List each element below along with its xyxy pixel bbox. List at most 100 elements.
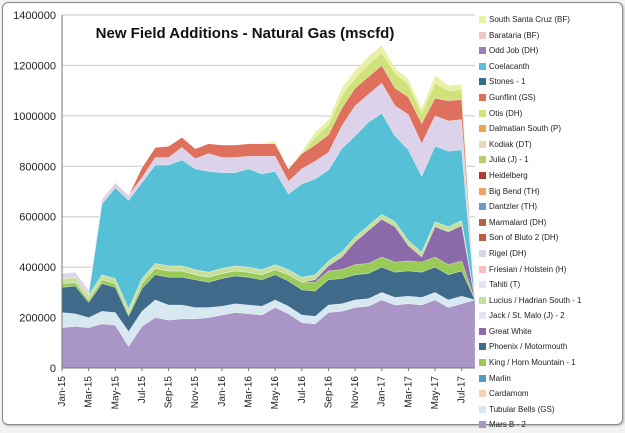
x-tick-label: Mar-15	[84, 376, 95, 408]
legend-label: Marmalard (DH)	[489, 217, 547, 227]
legend-entry: King / Horn Mountain - 1	[479, 355, 624, 371]
legend-swatch	[479, 125, 486, 133]
legend-entry: Marmalard (DH)	[479, 215, 624, 231]
legend: South Santa Cruz (BF) Barataria (BF) Odd J…	[479, 12, 624, 433]
legend-swatch	[479, 327, 486, 335]
legend-label: Dalmatian South (P)	[489, 124, 562, 134]
legend-entry: Odd Job (DH)	[479, 43, 624, 59]
legend-swatch	[479, 78, 486, 86]
x-tick-label: Mar-17	[403, 376, 414, 408]
y-tick-label: 200000	[19, 313, 56, 325]
legend-swatch	[479, 374, 486, 382]
legend-label: Great White	[489, 326, 532, 336]
legend-label: Jack / St. Malo (J) - 2	[489, 311, 565, 321]
legend-label: Rigel (DH)	[489, 248, 527, 258]
legend-swatch	[479, 234, 486, 242]
y-tick-label: 1400000	[13, 10, 56, 22]
legend-entry: Son of Bluto 2 (DH)	[479, 230, 624, 246]
legend-entry: Great White	[479, 324, 624, 340]
legend-entry: Otis (DH)	[479, 106, 624, 122]
legend-label: Otis (DH)	[489, 108, 523, 118]
legend-label: Lucius / Hadrian South - 1	[489, 295, 582, 305]
legend-swatch	[479, 109, 486, 117]
legend-entry: Mars B - 2	[479, 417, 624, 433]
legend-entry: Gunflint (GS)	[479, 90, 624, 106]
x-tick-label: Sep-15	[164, 376, 175, 409]
x-tick-label: May-16	[270, 376, 281, 410]
legend-entry: Tahiti (T)	[479, 277, 624, 293]
chart-title: New Field Additions - Natural Gas (mscfd…	[95, 25, 395, 42]
legend-entry: Tubular Bells (GS)	[479, 402, 624, 418]
legend-label: Tubular Bells (GS)	[489, 404, 555, 414]
x-tick-label: Jan-16	[217, 376, 228, 407]
legend-entry: Barataria (BF)	[479, 28, 624, 44]
legend-swatch	[479, 203, 486, 211]
x-tick-label: Jul-15	[137, 376, 148, 404]
legend-label: Gunflint (GS)	[489, 92, 536, 102]
x-tick-labels: Jan-15 Mar-15 May-15 Jul-15 Sep-15 Nov-15 Jan-…	[57, 368, 468, 409]
legend-label: Son of Bluto 2 (DH)	[489, 233, 559, 243]
legend-swatch	[479, 31, 486, 39]
legend-swatch	[479, 249, 486, 257]
x-tick-label: Jan-15	[57, 376, 68, 407]
legend-entry: Phoenix / Motormouth	[479, 339, 624, 355]
x-tick-label: Sep-16	[323, 376, 334, 409]
x-tick-label: Jul-17	[457, 376, 468, 404]
y-tick-label: 0	[50, 363, 56, 375]
x-tick-label: May-15	[110, 376, 121, 410]
legend-label: Kodiak (DT)	[489, 139, 532, 149]
legend-label: Coelacanth	[489, 61, 530, 71]
legend-swatch	[479, 281, 486, 289]
axes	[61, 15, 475, 369]
y-tick-label: 600000	[19, 212, 56, 224]
legend-swatch	[479, 156, 486, 164]
legend-label: Phoenix / Motormouth	[489, 342, 568, 352]
legend-label: King / Horn Mountain - 1	[489, 358, 576, 368]
legend-swatch	[479, 390, 486, 398]
legend-entry: Julia (J) - 1	[479, 152, 624, 168]
legend-label: Odd Job (DH)	[489, 46, 539, 56]
legend-label: Big Bend (TH)	[489, 186, 540, 196]
legend-label: Marlin	[489, 373, 511, 383]
legend-entry: Coelacanth	[479, 59, 624, 75]
legend-swatch	[479, 187, 486, 195]
legend-entry: Jack / St. Malo (J) - 2	[479, 308, 624, 324]
legend-label: Mars B - 2	[489, 420, 526, 430]
legend-swatch	[479, 218, 486, 226]
stacked-areas	[61, 44, 476, 369]
x-tick-label: Nov-16	[350, 376, 361, 409]
legend-entry: Stones - 1	[479, 74, 624, 90]
legend-swatch	[479, 16, 486, 23]
legend-label: Cardamom	[489, 389, 529, 399]
y-tick-label: 400000	[19, 262, 56, 274]
x-tick-label: Nov-15	[190, 376, 201, 409]
legend-entry: Cardamom	[479, 386, 624, 402]
x-tick-label: Mar-16	[244, 376, 255, 408]
legend-entry: Heidelberg	[479, 168, 624, 184]
y-tick-label: 1200000	[13, 60, 56, 72]
legend-swatch	[479, 405, 486, 413]
x-tick-label: Jul-16	[297, 376, 308, 404]
x-tick-label: Jan-17	[377, 376, 388, 407]
y-tick-label: 1000000	[13, 111, 56, 123]
legend-entry: Rigel (DH)	[479, 246, 624, 262]
y-tick-label: 800000	[19, 161, 56, 173]
legend-entry: Lucius / Hadrian South - 1	[479, 293, 624, 309]
y-tick-labels: 0 200000 400000 600000 800000 1000000 1200000 1…	[13, 10, 56, 375]
legend-entry: South Santa Cruz (BF)	[479, 12, 624, 28]
legend-label: Julia (J) - 1	[489, 155, 529, 165]
legend-label: South Santa Cruz (BF)	[489, 15, 570, 24]
legend-entry: Dalmatian South (P)	[479, 121, 624, 137]
legend-swatch	[479, 171, 486, 179]
area-south-santa-cruz-bf	[61, 44, 476, 300]
x-tick-label: May-17	[430, 376, 441, 410]
legend-entry: Kodiak (DT)	[479, 137, 624, 153]
legend-entry: Dantzler (TH)	[479, 199, 624, 215]
legend-swatch	[479, 343, 486, 351]
legend-entry: Friesian / Holstein (H)	[479, 262, 624, 278]
legend-label: Tahiti (T)	[489, 280, 521, 290]
legend-swatch	[479, 62, 486, 70]
legend-label: Friesian / Holstein (H)	[489, 264, 567, 274]
legend-swatch	[479, 47, 486, 55]
